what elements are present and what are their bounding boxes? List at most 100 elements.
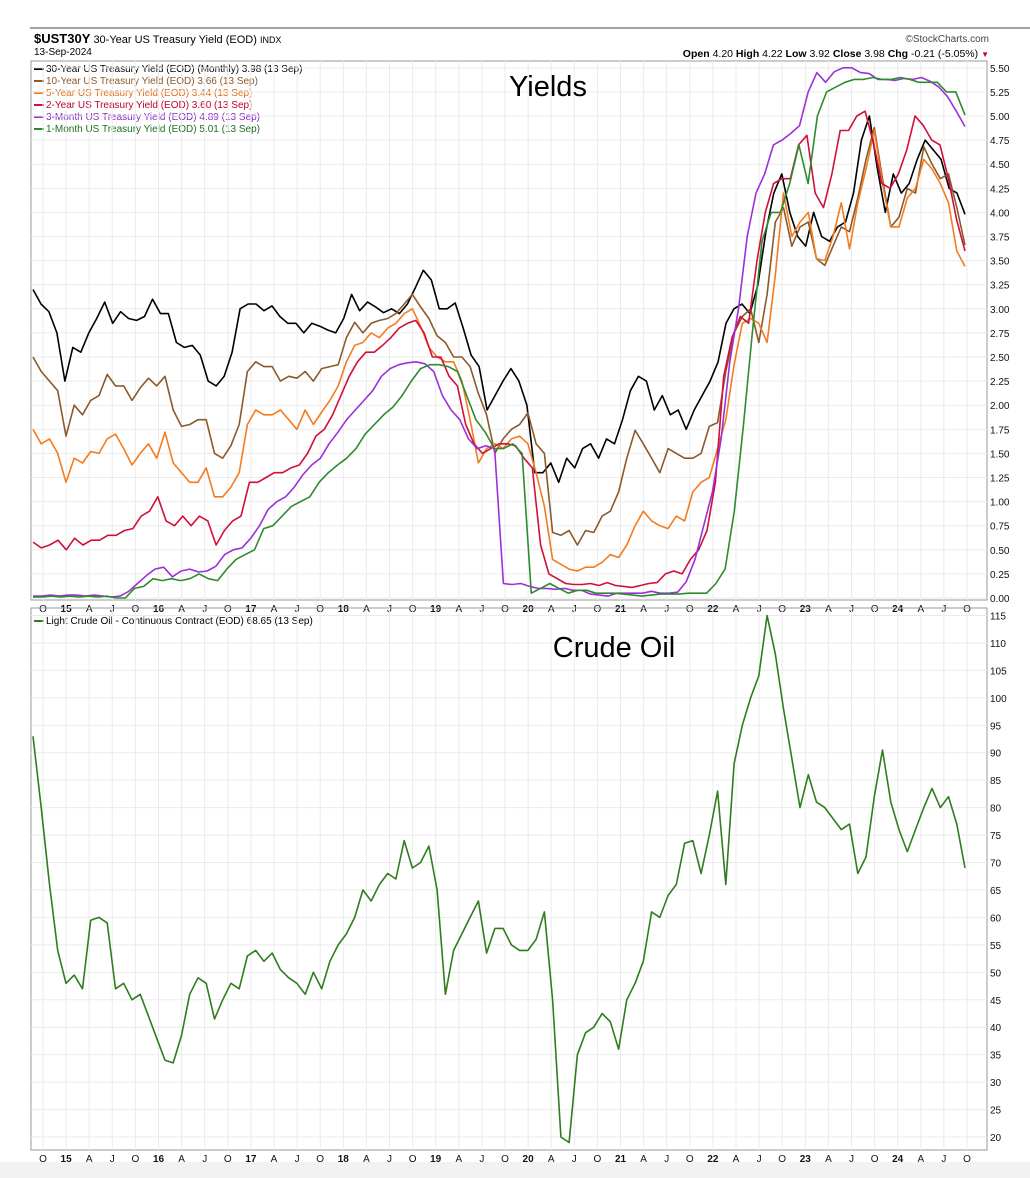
- series-line: [32, 110, 966, 589]
- x-tick-label: O: [871, 1154, 879, 1165]
- y-tick-label: 1.25: [990, 474, 1010, 485]
- x-tick-label: O: [686, 1154, 694, 1165]
- high-label: High: [735, 48, 760, 60]
- y-tick-label: 0.75: [990, 522, 1010, 533]
- x-tick-label: A: [548, 1154, 555, 1165]
- y-tick-label: 3.00: [990, 305, 1010, 316]
- x-tick-label: O: [39, 1154, 47, 1165]
- x-tick-label: O: [316, 1154, 324, 1165]
- legend-swatch: [34, 92, 44, 95]
- x-tick-label: A: [86, 1154, 93, 1165]
- y-tick-label: 4.75: [990, 136, 1010, 147]
- x-tick-label: 15: [61, 1154, 73, 1165]
- panel-title: Yields: [509, 71, 587, 103]
- x-tick-label: A: [733, 1154, 740, 1165]
- x-tick-label: O: [963, 1154, 971, 1165]
- y-tick-label: 2.75: [990, 329, 1010, 340]
- y-tick-label: 65: [990, 886, 1002, 897]
- date-label: 13-Sep-2024: [34, 47, 92, 58]
- legend-entry: 30-Year US Treasury Yield (EOD) (Monthly…: [34, 64, 302, 75]
- x-tick-label: 23: [800, 1154, 812, 1165]
- y-tick-label: 1.00: [990, 498, 1010, 509]
- legend-swatch: [34, 68, 44, 71]
- low-value: 3.92: [809, 48, 830, 60]
- x-tick-label: 21: [615, 1154, 627, 1165]
- x-tick-label: 18: [338, 1154, 350, 1165]
- y-tick-label: 110: [990, 639, 1006, 650]
- crude-oil-panel: 115 110 105 100 95 90 85 80 75 70 65 60 55 50 45 40 35 30…: [30, 607, 1007, 1165]
- exchange-label: INDX: [259, 35, 282, 45]
- crude-legend-entry: Light Crude Oil - Continuous Contract (E…: [34, 616, 313, 627]
- y-tick-label: 95: [990, 721, 1002, 732]
- y-tick-label: 3.50: [990, 257, 1010, 268]
- x-tick-label: O: [501, 1154, 509, 1165]
- y-tick-label: 2.25: [990, 377, 1010, 388]
- y-tick-label: 2.50: [990, 353, 1010, 364]
- y-tick-label: 40: [990, 1023, 1002, 1034]
- x-tick-label: A: [178, 1154, 185, 1165]
- y-tick-label: 105: [990, 666, 1007, 677]
- x-tick-label: J: [295, 1154, 300, 1165]
- x-tick-label: O: [409, 1154, 417, 1165]
- legend-entry: 3-Month US Treasury Yield (EOD) 4.89 (13…: [34, 112, 260, 123]
- legend-label: Light Crude Oil - Continuous Contract (E…: [46, 616, 313, 627]
- open-label: Open: [682, 48, 710, 60]
- x-tick-label: A: [825, 1154, 832, 1165]
- y-tick-label: 1.75: [990, 425, 1010, 436]
- legend-swatch: [34, 104, 44, 107]
- y-tick-label: 35: [990, 1051, 1002, 1062]
- source-watermark: ©StockCharts.com: [905, 34, 989, 45]
- symbol-description: 30-Year US Treasury Yield (EOD): [93, 34, 257, 46]
- y-tick-label: 0.50: [990, 546, 1010, 557]
- x-tick-label: 16: [153, 1154, 165, 1165]
- legend-entry: 1-Month US Treasury Yield (EOD) 5.01 (13…: [34, 124, 260, 135]
- x-tick-label: A: [363, 1154, 370, 1165]
- x-tick-label: A: [640, 1154, 647, 1165]
- x-tick-label: O: [778, 1154, 786, 1165]
- high-value: 4.22: [762, 48, 783, 60]
- y-tick-label: 4.00: [990, 208, 1010, 219]
- legend-label: 1-Month US Treasury Yield (EOD) 5.01 (13…: [46, 124, 260, 135]
- panel-title: Crude Oil: [553, 632, 676, 664]
- y-tick-label: 55: [990, 941, 1002, 952]
- x-tick-label: J: [849, 1154, 854, 1165]
- y-tick-label: 1.50: [990, 449, 1010, 460]
- y-tick-label: 0.00: [990, 594, 1010, 605]
- x-tick-label: O: [132, 1154, 140, 1165]
- close-label: Close: [832, 48, 862, 60]
- x-tick-label: 19: [430, 1154, 442, 1165]
- y-tick-label: 70: [990, 859, 1002, 870]
- series-line: [32, 115, 966, 484]
- legend-label: 5-Year US Treasury Yield (EOD) 3.44 (13 …: [46, 88, 253, 99]
- legend-entry: 2-Year US Treasury Yield (EOD) 3.60 (13 …: [34, 100, 252, 111]
- series-line: [33, 76, 966, 599]
- y-tick-label: 5.00: [990, 112, 1010, 123]
- series-line: [33, 67, 966, 598]
- y-tick-label: 90: [990, 749, 1002, 760]
- x-tick-label: O: [224, 1154, 232, 1165]
- low-label: Low: [785, 48, 807, 60]
- y-tick-label: 4.25: [990, 184, 1010, 195]
- legend-entry: 5-Year US Treasury Yield (EOD) 3.44 (13 …: [34, 88, 252, 99]
- y-tick-label: 3.25: [990, 281, 1010, 292]
- open-value: 4.20: [712, 48, 733, 60]
- x-tick-label: J: [479, 1154, 484, 1165]
- legend-swatch: [34, 128, 44, 131]
- x-tick-label: 24: [892, 1154, 904, 1165]
- legend-entry: 10-Year US Treasury Yield (EOD) 3.66 (13…: [34, 76, 258, 87]
- legend-label: 3-Month US Treasury Yield (EOD) 4.89 (13…: [46, 112, 260, 123]
- bottom-strip: [0, 1162, 1030, 1178]
- chg-value: -0.21 (-5.05%): [911, 48, 979, 60]
- x-tick-label: 20: [523, 1154, 535, 1165]
- y-tick-label: 4.50: [990, 160, 1010, 171]
- legend-label: 2-Year US Treasury Yield (EOD) 3.60 (13 …: [46, 100, 253, 111]
- y-tick-label: 60: [990, 913, 1002, 924]
- legend-swatch: [34, 80, 44, 83]
- y-tick-label: 3.75: [990, 233, 1010, 244]
- y-tick-label: 75: [990, 831, 1002, 842]
- down-arrow-icon: ▼: [981, 50, 989, 59]
- x-tick-label: A: [917, 1154, 924, 1165]
- yields-panel: 5.50 5.25 5.00 4.75 4.50 4.25 4.00 3.75 3.50 3.25…: [30, 60, 1010, 615]
- x-tick-label: A: [271, 1154, 278, 1165]
